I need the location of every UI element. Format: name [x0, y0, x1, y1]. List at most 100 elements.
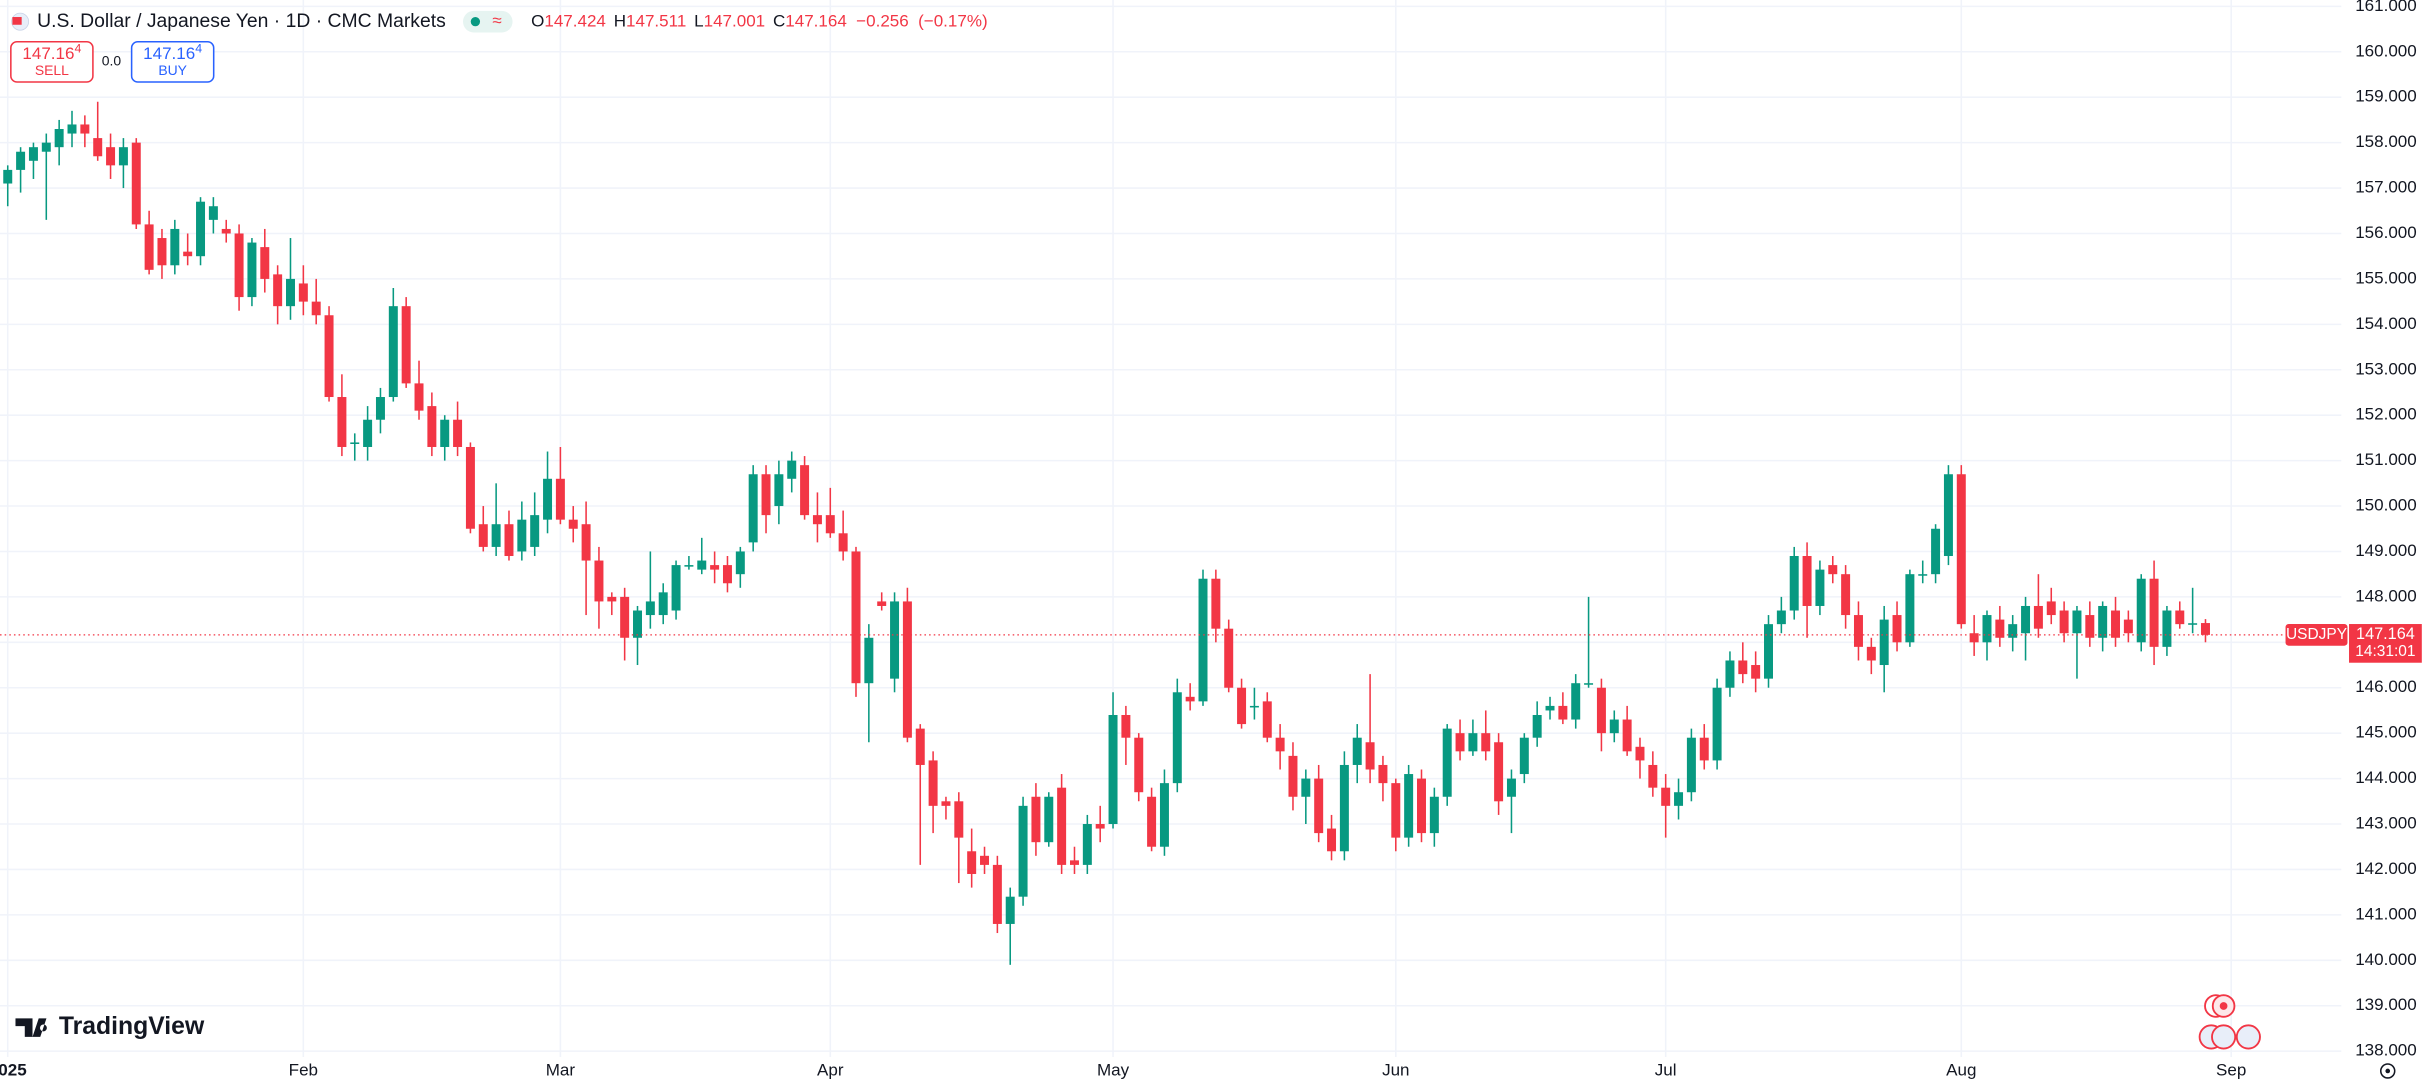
y-tick-label: 152.000 [2355, 405, 2417, 424]
sell-price: 147.164 [22, 42, 81, 63]
y-tick-label: 140.000 [2355, 950, 2417, 969]
candle-body [1185, 696, 1195, 702]
candle-body [298, 283, 308, 302]
candle-body [2111, 610, 2121, 638]
candle-body [465, 446, 475, 529]
candle-body [1172, 692, 1182, 784]
symbol-title[interactable]: U.S. Dollar / Japanese Yen · 1D · CMC Ma… [37, 10, 446, 32]
candle-body [581, 524, 591, 561]
ohlc-label: C [773, 11, 785, 30]
candle-body [67, 124, 77, 134]
candle-body [1481, 733, 1491, 752]
candle-body [440, 419, 450, 447]
y-tick-label: 161.000 [2355, 0, 2417, 15]
candle-body [1596, 687, 1606, 734]
x-tick-label: Feb [289, 1060, 318, 1079]
candle-body [1789, 556, 1799, 611]
candle-body [1712, 687, 1722, 761]
sell-price-main: 147.16 [22, 44, 74, 63]
y-tick-label: 160.000 [2355, 41, 2417, 60]
candle-body [1442, 728, 1452, 797]
candle-body [41, 142, 51, 152]
candle-body [196, 201, 206, 257]
candle-body [735, 551, 745, 575]
candle-body [183, 251, 193, 257]
candle-body [247, 242, 257, 298]
candle-body [890, 601, 900, 679]
sell-button[interactable] [10, 41, 94, 83]
candle-body [607, 596, 617, 602]
candle-body [530, 515, 540, 547]
candle-body [1892, 615, 1902, 643]
candle-body [915, 728, 925, 765]
candle-body [1648, 764, 1658, 788]
settings-icon[interactable] [2379, 1063, 2396, 1079]
ohlc-value: 147.164 [785, 11, 847, 30]
candle-body [761, 474, 771, 516]
candle-body [93, 138, 103, 157]
buy-price-main: 147.16 [143, 44, 195, 63]
candle-body [504, 524, 514, 557]
watermark[interactable]: TradingView [59, 1013, 205, 1040]
candle-body [427, 406, 437, 447]
candle-body [1378, 764, 1388, 784]
status-badge[interactable] [462, 10, 513, 33]
candle-body [1686, 737, 1696, 793]
candle-body [1147, 796, 1157, 847]
y-tick-label: 139.000 [2355, 995, 2417, 1014]
candle-body [645, 601, 655, 616]
candle-body [1802, 556, 1812, 606]
candle-body [1738, 660, 1748, 675]
candle-body [1853, 615, 1863, 647]
candle-body [3, 169, 13, 184]
buy-button[interactable] [130, 41, 215, 83]
candle-body [1558, 705, 1568, 720]
candle-body [1751, 665, 1761, 679]
spread: 0.0 [102, 53, 122, 69]
candle-body [1455, 733, 1465, 752]
candle-body [1918, 574, 1928, 576]
candle-body [1134, 737, 1144, 793]
candle-body [106, 147, 116, 166]
candle-body [800, 465, 810, 516]
candle-body [2123, 619, 2133, 634]
candle-body [1841, 574, 1851, 616]
event-flag[interactable] [2235, 1024, 2261, 1050]
candle-body [1699, 737, 1709, 761]
candle-body [1108, 714, 1118, 825]
x-tick-label: Apr [817, 1060, 844, 1079]
candle-body [1969, 633, 1979, 643]
candle-body [1866, 646, 1876, 661]
sell-label: SELL [35, 62, 69, 78]
buy-price: 147.164 [143, 42, 202, 63]
candle-body [517, 519, 527, 552]
candle-body [1249, 705, 1259, 708]
y-tick-label: 151.000 [2355, 450, 2417, 469]
price-tag-countdown: 14:31:01 [2355, 643, 2415, 660]
candle-body [1635, 746, 1645, 761]
candle-body [967, 851, 977, 874]
candle-body [1031, 796, 1041, 843]
x-tick-label: Jun [1382, 1060, 1409, 1079]
candle-body [748, 474, 758, 543]
candle-body [414, 383, 424, 411]
candle-body [2059, 610, 2069, 634]
candle-body [260, 247, 270, 279]
buy-price-pip: 4 [195, 42, 202, 56]
candle-body [273, 274, 283, 307]
candle-body [131, 142, 141, 225]
event-flag[interactable] [2211, 1024, 2237, 1050]
y-tick-label: 141.000 [2355, 904, 2417, 923]
candle-body [1301, 778, 1311, 797]
x-tick-label: Aug [1946, 1060, 1976, 1079]
candle-body [118, 147, 128, 166]
candle-body [1262, 701, 1272, 738]
candle-body [980, 855, 990, 865]
y-tick-label: 148.000 [2355, 586, 2417, 605]
buy-label: BUY [158, 62, 187, 78]
status-icon: ≈ [492, 11, 501, 30]
ohlc-label: O [531, 11, 544, 30]
candle-body [1211, 578, 1221, 629]
candle-body [633, 610, 642, 638]
